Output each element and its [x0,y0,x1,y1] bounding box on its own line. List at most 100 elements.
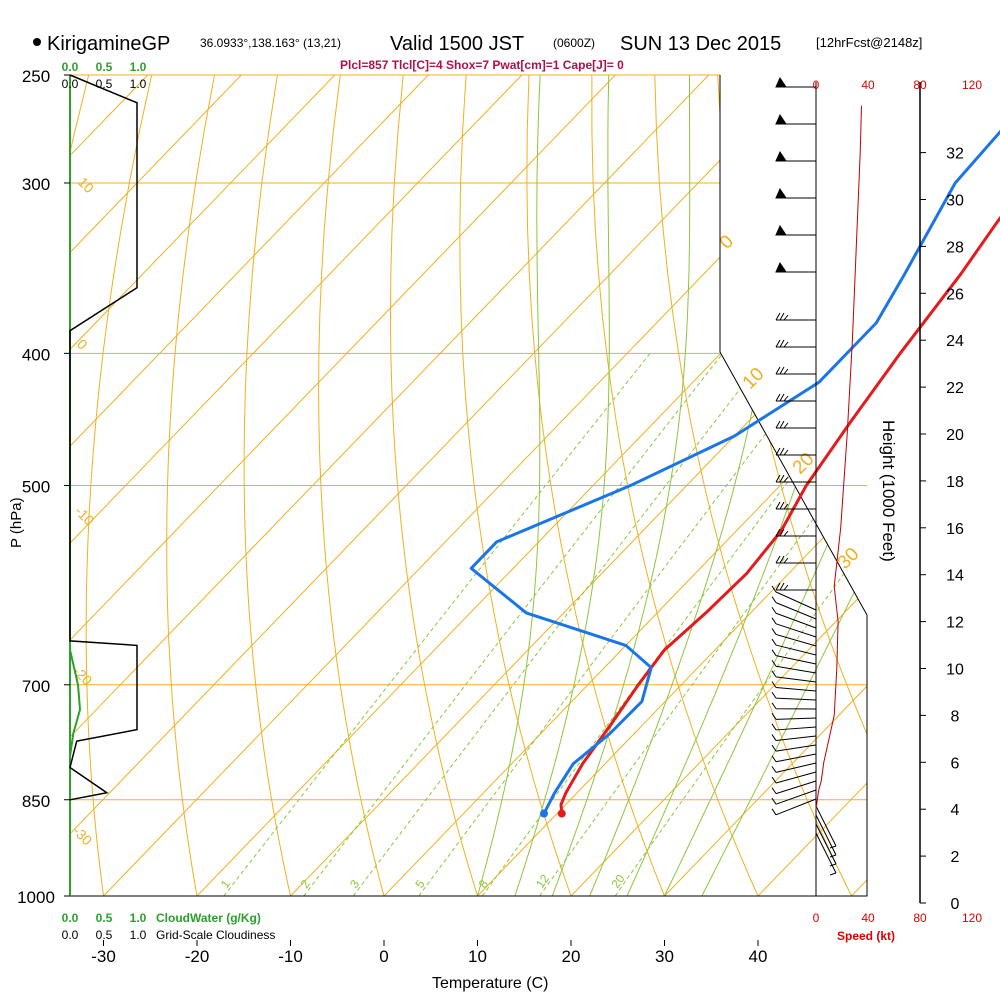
wind-barb [771,628,817,647]
height-tick-label: 18 [946,474,964,491]
valid-date: SUN 13 Dec 2015 [620,33,781,55]
wind-barb [775,501,816,510]
dry-adiabat [969,75,1000,896]
moist-adiabat [514,75,610,896]
wind-barb [775,447,816,456]
speed-tick-label-bottom: 0 [813,911,820,925]
wind-barb [775,76,816,88]
cloudwater-axis-label: CloudWater (g/Kg) [156,911,261,925]
isotherm-line [70,75,429,896]
isotherm-label: 0 [74,336,91,353]
pressure-axis-label: P (hPa) [8,497,25,548]
mixing-ratio-line [418,352,828,896]
dry-adiabat [166,75,215,896]
speed-axis-top: 0 40 80 120 [813,78,983,92]
wind-barb [771,606,817,629]
cloudwater-tick-label-top: 0.5 [96,60,113,74]
cloudwater-tick-label-bottom: 0.0 [62,911,79,925]
height-tick-label: 16 [946,521,964,538]
station-name: KirigamineGP [47,33,170,55]
height-tick-label: 28 [946,239,964,256]
cloudiness-tick-label-top: 0.5 [96,77,113,91]
wind-barb [771,659,817,674]
wind-barb [771,723,817,731]
wind-barb [771,780,817,795]
pressure-tick-label: 500 [22,478,50,497]
cloudiness-tick-label-bottom: 0.0 [62,928,79,942]
pressure-tick-label: 1000 [17,888,55,907]
wind-barb [771,681,817,692]
cloudwater-tick-label-bottom: 0.5 [96,911,113,925]
wind-barb [771,691,817,701]
wind-barb [775,224,816,236]
dry-adiabat [526,75,665,896]
wind-barb [775,528,816,537]
dewpoint-profile [469,129,1000,815]
wind-barb [771,789,817,805]
isotherm-line [664,75,867,896]
speed-axis-label: Speed (kt) [837,929,895,943]
wind-barb [771,649,817,665]
wind-barb [775,582,816,591]
moist-adiabat [477,75,541,896]
mixing-ratio-label: 8 [476,877,491,891]
wind-barb [775,261,816,273]
mixing-ratio-line [223,352,651,896]
mixing-ratio-label: 2 [298,877,313,891]
dry-adiabat-label: 0 [716,231,738,253]
wind-barb [775,555,816,564]
forecast-label: [12hrFcst@2148z] [816,35,922,50]
cloudiness-tick-label-top: 1.0 [130,77,147,91]
isotherm-line [70,75,242,896]
height-tick-label: 10 [946,662,964,679]
cloudiness-tick-label-bottom: 1.0 [130,928,147,942]
wind-barb [771,744,817,752]
isotherm-line [290,75,867,896]
wind-barb [771,762,817,773]
height-tick-label: 4 [951,802,960,819]
temperature-tick-label: 30 [655,947,674,966]
mixing-ratio-line [303,352,724,896]
wind-barb [771,753,817,763]
isotherm-line [70,75,803,896]
temperature-tick-label: -20 [185,947,210,966]
height-tick-label: 6 [951,755,960,772]
wind-barb [771,638,817,656]
speed-tick-label-top: 120 [962,78,982,92]
dry-adiabat-label: 10 [739,364,769,394]
speed-tick-label-top: 0 [813,78,820,92]
isotherm-label: -30 [70,823,96,849]
station-bullet-icon [33,38,41,46]
mixing-ratio-label: 12 [533,872,552,891]
speed-axis-bottom: 0 40 80 120 [813,911,983,925]
wind-barb [771,734,817,742]
height-tick-label: 26 [946,286,964,303]
dry-adiabat [389,75,478,896]
cloud-axis-bottom: 0.0 0.0 0.5 0.5 1.0 1.0 [62,911,147,942]
isotherm-label: 10 [75,174,97,196]
isobar-grid [70,74,867,897]
wind-barb [771,585,817,611]
temperature-tick-label: 20 [562,947,581,966]
height-tick-label: 20 [946,427,964,444]
pressure-tick-label: 250 [22,67,50,86]
wind-barb [771,798,817,816]
cloudiness-profile [69,74,138,801]
pressure-tick-label: 700 [22,677,50,696]
wind-barb [775,113,816,125]
dry-adiabat [243,75,291,896]
cloudiness-axis-label: Grid-Scale Cloudiness [156,928,275,942]
temperature-tick-label: 0 [379,947,388,966]
wind-barb [815,823,837,867]
wind-barb [771,670,817,683]
wind-barb [775,312,816,321]
temperature-profile [559,215,1000,814]
wind-barb [815,814,837,858]
pressure-axis: 250 300 400 500 700 850 1000 [17,67,70,907]
wind-barb [775,420,816,429]
wind-barb [775,187,816,199]
mixing-ratio-label: 1 [218,877,233,891]
surface-temperature-dot [557,809,566,818]
